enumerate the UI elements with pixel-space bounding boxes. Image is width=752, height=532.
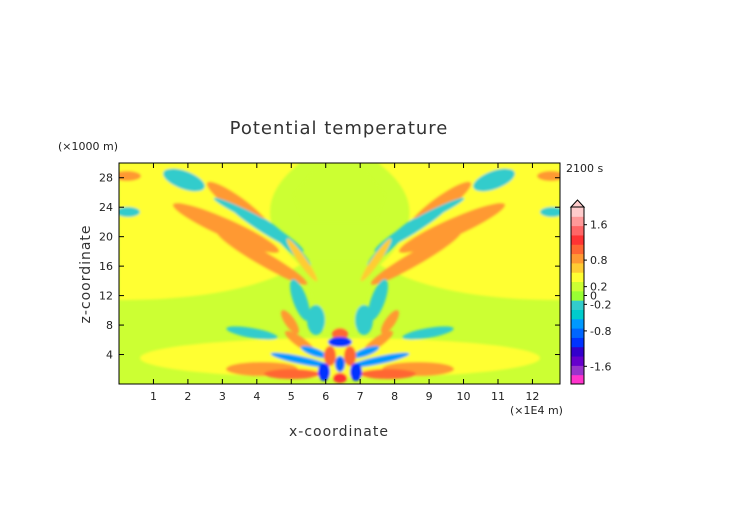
y-tick-label: 20	[99, 231, 113, 244]
field-band	[307, 305, 325, 335]
colorbar-swatch	[571, 262, 584, 273]
colorbar-tick-label: 0.2	[590, 281, 608, 294]
field-band	[473, 168, 515, 192]
field-band	[350, 352, 410, 368]
colorbar-swatch	[571, 207, 584, 217]
time-label: 2100 s	[566, 162, 603, 175]
y-tick-label: 8	[106, 319, 113, 332]
field-band	[355, 305, 373, 335]
colorbar-swatch	[571, 374, 584, 385]
x-tick-label: 4	[253, 390, 260, 403]
colorbar-swatch	[571, 346, 584, 357]
x-tick-label: 9	[426, 390, 433, 403]
field-band	[537, 171, 560, 181]
field-band	[286, 238, 318, 282]
colorbar-swatch	[571, 244, 584, 255]
field-band	[540, 207, 560, 217]
x-tick-label: 11	[491, 390, 505, 403]
colorbar-tick-label: 0.8	[590, 254, 608, 267]
colorbar-tick-label: -0.2	[590, 298, 611, 311]
x-axis-label: x-coordinate	[289, 424, 389, 440]
y-axis-ticks: 4 8 12 16 20 24 28	[99, 172, 560, 362]
field-core	[344, 346, 356, 366]
colorbar-swatch	[571, 281, 584, 292]
x-tick-label: 7	[357, 390, 364, 403]
colorbar-swatch	[571, 234, 584, 245]
colorbar-swatch	[571, 318, 584, 329]
colorbar-swatch	[571, 337, 584, 348]
field-patterns	[119, 163, 560, 383]
field-band	[300, 345, 328, 359]
colorbar-swatch	[571, 300, 584, 310]
x-tick-label: 3	[219, 390, 226, 403]
x-axis-ticks: 1 2 3 4 5 6 7 8 9 10 11 12	[150, 163, 539, 403]
y-tick-label: 28	[99, 172, 113, 185]
y-tick-label: 16	[99, 260, 113, 273]
field-band	[216, 231, 308, 285]
colorbar-tick-label: 1.6	[590, 219, 608, 232]
field-band	[370, 231, 462, 285]
field-band	[270, 352, 330, 368]
x-unit-label: (×1E4 m)	[510, 404, 563, 417]
field-core	[350, 363, 362, 381]
field-band	[280, 310, 300, 334]
field-green-column	[310, 262, 370, 330]
field-band	[402, 326, 454, 340]
field-band	[380, 310, 400, 334]
x-tick-label: 5	[288, 390, 295, 403]
colorbar-extend-arrow	[569, 199, 586, 208]
field-core	[318, 363, 330, 381]
field-core	[332, 328, 348, 340]
field-yellow-left	[119, 163, 300, 300]
field-core	[335, 356, 345, 372]
field-band	[119, 207, 140, 217]
field-band	[290, 279, 310, 321]
colorbar-tick-label: -0.8	[590, 325, 611, 338]
field-yellow-right	[378, 163, 560, 300]
field-band	[360, 238, 392, 282]
colorbar-swatch	[571, 216, 584, 227]
field-band	[119, 171, 141, 181]
field-band	[172, 203, 280, 253]
field-band	[226, 326, 278, 340]
colorbar: 1.6 0.8 0.20-0.2 -0.8 -1.6	[569, 199, 611, 385]
colorbar-swatch	[571, 225, 584, 236]
field-core	[333, 373, 347, 383]
x-tick-label: 6	[322, 390, 329, 403]
colorbar-swatch	[571, 328, 584, 338]
y-tick-label: 12	[99, 290, 113, 303]
y-tick-label: 24	[99, 201, 113, 214]
x-tick-label: 12	[525, 390, 539, 403]
x-tick-label: 10	[457, 390, 471, 403]
field-band	[264, 369, 320, 379]
x-tick-label: 2	[184, 390, 191, 403]
plot-frame	[118, 162, 561, 385]
field-band	[360, 369, 416, 379]
field-band	[398, 203, 506, 253]
colorbar-swatch	[571, 272, 584, 283]
colorbar-swatch	[571, 365, 584, 376]
x-tick-label: 8	[391, 390, 398, 403]
field-plot	[119, 163, 560, 384]
field-core	[324, 346, 336, 366]
y-tick-label: 4	[106, 349, 113, 362]
y-unit-label: (×1000 m)	[58, 140, 118, 153]
colorbar-tick-label: 0	[590, 290, 597, 303]
colorbar-tick-label: -1.6	[590, 360, 611, 373]
x-tick-label: 1	[150, 390, 157, 403]
field-core	[328, 337, 352, 347]
field-green-center	[294, 166, 385, 222]
colorbar-swatch	[571, 253, 584, 264]
field-band	[368, 279, 388, 321]
y-axis-label: z-coordinate	[78, 224, 94, 323]
colorbar-swatch	[571, 356, 584, 366]
field-band	[352, 345, 380, 359]
colorbar-swatch	[571, 309, 584, 320]
colorbar-swatch	[571, 290, 584, 301]
field-band	[163, 168, 205, 192]
chart-title: Potential temperature	[230, 118, 449, 139]
